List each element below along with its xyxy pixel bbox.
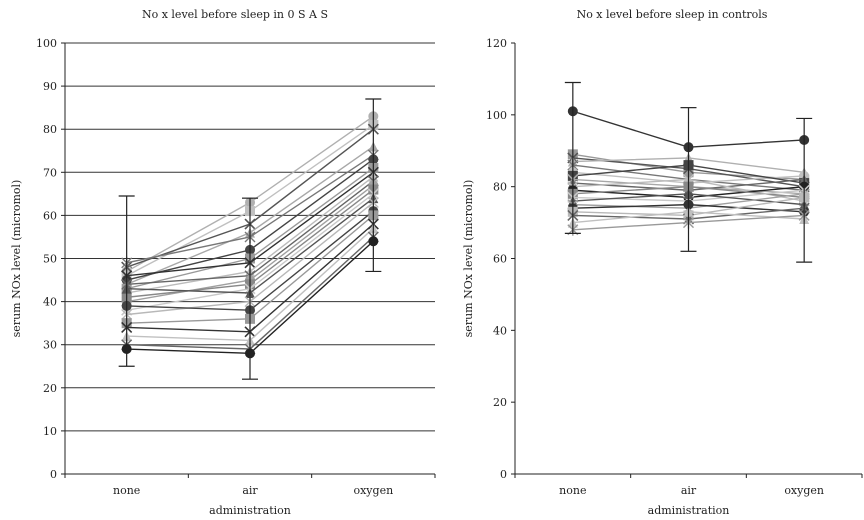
y-tick-label: 0 [500, 468, 507, 481]
chart-controls: No x level before sleep in controls 0 20 40… [462, 8, 863, 517]
y-axis-label: serum NOx level (micromol) [462, 180, 475, 338]
y-tick-label: 80 [493, 181, 507, 194]
chart-osas: No x level before sleep in 0 S A S 0 10 20 3… [10, 8, 436, 517]
x-tick-label: oxygen [784, 484, 824, 497]
y-tick-label: 60 [493, 253, 507, 266]
y-tick-label: 70 [43, 166, 57, 179]
y-tick-label: 40 [493, 324, 507, 337]
x-axis-label: administration [648, 504, 730, 517]
x-tick-label: none [113, 484, 140, 497]
y-tick-label: 100 [486, 109, 507, 122]
y-tick-label: 20 [43, 382, 57, 395]
y-axis-label: serum NOx level (micromol) [10, 180, 23, 338]
x-axis-label: administration [209, 504, 291, 517]
y-tick-label: 50 [43, 253, 57, 266]
x-tick-label: oxygen [353, 484, 393, 497]
y-tick-label: 120 [486, 37, 507, 50]
y-tick-label: 60 [43, 209, 57, 222]
y-tick-label: 100 [36, 37, 57, 50]
x-tick-label: air [681, 484, 697, 497]
y-tick-label: 40 [43, 296, 57, 309]
chart-title: No x level before sleep in 0 S A S [142, 8, 328, 21]
y-tick-label: 80 [43, 123, 57, 136]
chart-title: No x level before sleep in controls [577, 8, 768, 21]
y-tick-label: 10 [43, 425, 57, 438]
y-tick-label: 20 [493, 396, 507, 409]
y-tick-label: 90 [43, 80, 57, 93]
y-tick-label: 0 [50, 468, 57, 481]
x-tick-label: none [559, 484, 586, 497]
x-tick-label: air [242, 484, 258, 497]
y-tick-label: 30 [43, 339, 57, 352]
